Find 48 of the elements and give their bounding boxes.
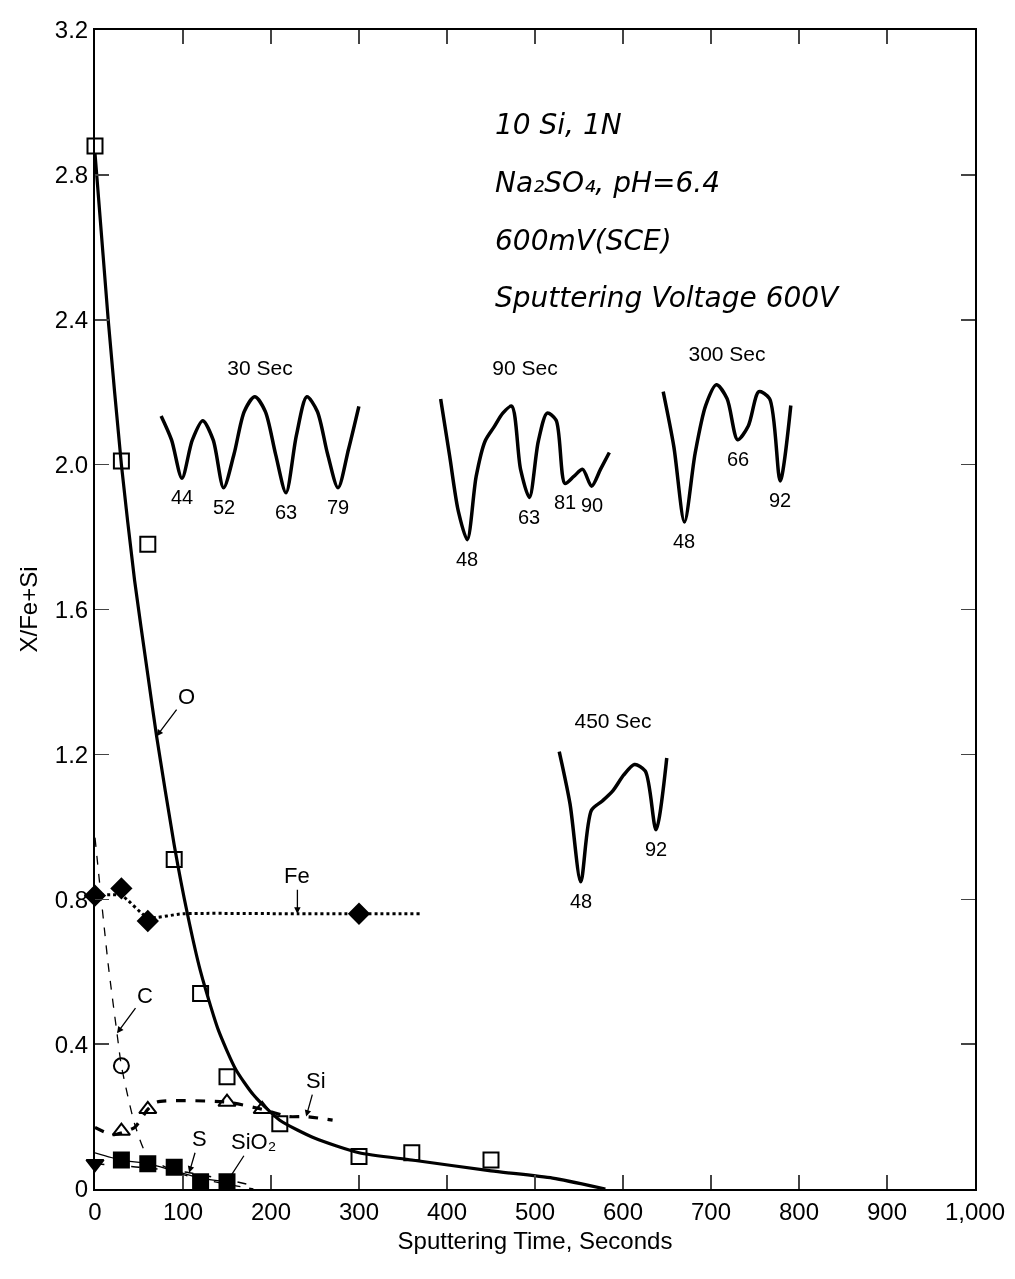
x-tick-label: 1,000 bbox=[944, 1197, 1006, 1225]
annotation: 92 bbox=[769, 489, 792, 511]
x-tick-label: 200 bbox=[250, 1197, 292, 1225]
y-tick-label: 2.0 bbox=[54, 451, 89, 479]
y-tick-label: 2.4 bbox=[54, 306, 89, 334]
series-label: Fe bbox=[284, 863, 310, 888]
y-tick-label: 1.2 bbox=[54, 740, 89, 768]
series-label: O bbox=[178, 684, 196, 709]
y-tick-label: 0 bbox=[74, 1175, 89, 1203]
y-tick-label: 0.4 bbox=[54, 1030, 89, 1058]
x-tick-label: 400 bbox=[426, 1197, 468, 1225]
chart-title: 300 Sec bbox=[688, 341, 766, 365]
annotation: 63 bbox=[518, 506, 541, 528]
x-tick-label: 800 bbox=[778, 1197, 820, 1225]
annotation: 81 bbox=[554, 491, 577, 513]
y-tick-label: 0.8 bbox=[54, 885, 89, 913]
series-label: SiO₂ bbox=[231, 1129, 277, 1154]
chart-title: 450 Sec bbox=[574, 708, 652, 732]
series-label: Si bbox=[306, 1068, 326, 1093]
y-tick-label: 1.6 bbox=[54, 595, 89, 623]
x-tick-label: 300 bbox=[338, 1197, 380, 1225]
annotation: 48 bbox=[673, 530, 696, 552]
chart-title: 90 Sec bbox=[492, 355, 558, 379]
chart-title: 30 Sec bbox=[227, 355, 293, 379]
annotation: Sputtering Voltage 600V bbox=[495, 281, 841, 314]
annotation: 90 bbox=[581, 494, 604, 516]
annotation: 48 bbox=[456, 548, 479, 570]
series-label: C bbox=[137, 983, 153, 1008]
annotation: 10 Si, 1N bbox=[495, 108, 622, 141]
x-axis-title: Sputtering Time, Seconds bbox=[397, 1226, 673, 1254]
series-label: S bbox=[192, 1126, 207, 1151]
x-tick-label: 700 bbox=[690, 1197, 732, 1225]
annotation: 79 bbox=[327, 496, 350, 518]
annotation: 600mV(SCE) bbox=[495, 224, 672, 257]
y-tick-label: 2.8 bbox=[54, 161, 89, 189]
y-tick-label: 3.2 bbox=[54, 16, 89, 44]
x-tick-label: 900 bbox=[866, 1197, 908, 1225]
x-tick-label: 500 bbox=[514, 1197, 556, 1225]
annotation: 66 bbox=[727, 448, 750, 470]
x-tick-label: 600 bbox=[602, 1197, 644, 1225]
annotation: 52 bbox=[213, 496, 236, 518]
annotation: 44 bbox=[171, 486, 194, 508]
x-tick-label: 100 bbox=[162, 1197, 204, 1225]
y-axis-title: X/Fe+Si bbox=[15, 566, 43, 653]
annotation: 63 bbox=[275, 501, 298, 523]
annotation: Na₂SO₄, pH=6.4 bbox=[495, 166, 720, 199]
annotation: 48 bbox=[570, 890, 593, 912]
annotation: 92 bbox=[645, 838, 668, 860]
